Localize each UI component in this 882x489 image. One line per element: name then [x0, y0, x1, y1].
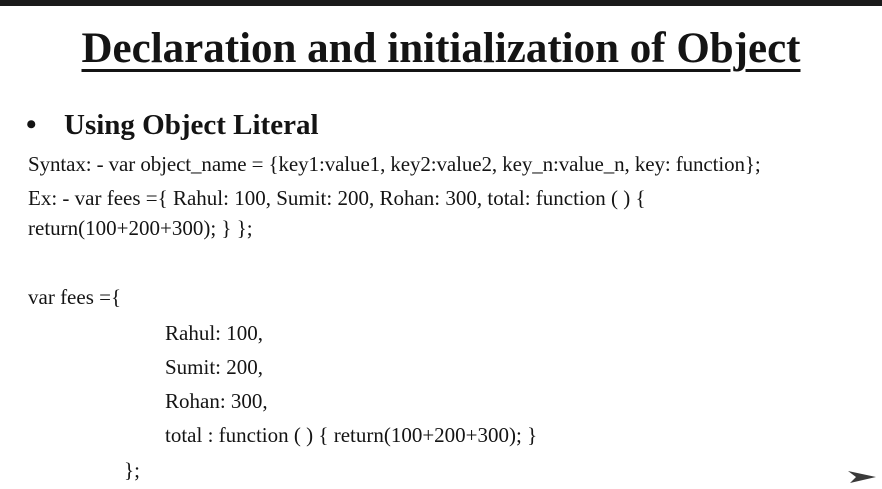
bullet-heading: • Using Object Literal	[26, 108, 319, 143]
next-arrow-icon[interactable]	[846, 469, 882, 485]
syntax-line: Syntax: - var object_name = {key1:value1…	[28, 152, 761, 176]
code-close-line: };	[124, 458, 140, 482]
code-line-rahul: Rahul: 100,	[165, 321, 263, 345]
code-line-rohan: Rohan: 300,	[165, 389, 268, 413]
top-border	[0, 0, 882, 6]
example-line-2: return(100+200+300); } };	[28, 216, 253, 240]
slide-title: Declaration and initialization of Object	[81, 25, 801, 72]
code-open-line: var fees ={	[28, 285, 122, 309]
example-line-1: Ex: - var fees ={ Rahul: 100, Sumit: 200…	[28, 186, 646, 210]
code-line-total: total : function ( ) { return(100+200+30…	[165, 423, 538, 447]
code-line-sumit: Sumit: 200,	[165, 355, 264, 379]
bullet-heading-text: Using Object Literal	[64, 109, 319, 141]
bullet-dot-icon: •	[26, 108, 37, 142]
